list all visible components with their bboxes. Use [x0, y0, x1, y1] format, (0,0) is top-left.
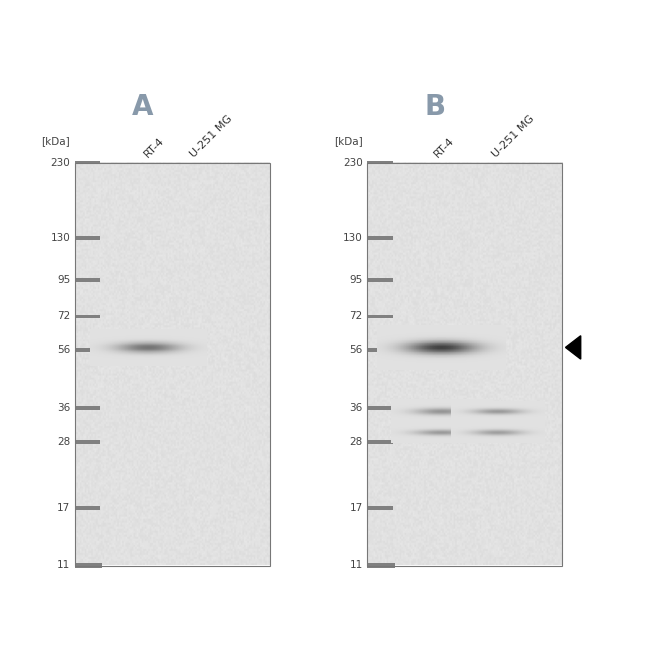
Bar: [367, 406, 393, 410]
Text: 72: 72: [57, 311, 70, 322]
Text: 56: 56: [350, 344, 363, 355]
Bar: [75, 161, 100, 164]
Text: 28: 28: [350, 437, 363, 447]
Bar: [75, 278, 100, 281]
Text: U-251 MG: U-251 MG: [188, 113, 235, 159]
Text: [kDa]: [kDa]: [42, 136, 70, 146]
Text: 36: 36: [57, 404, 70, 413]
Bar: [75, 348, 100, 352]
Text: 230: 230: [51, 157, 70, 168]
Bar: [367, 161, 393, 164]
Text: 95: 95: [57, 275, 70, 285]
Text: 11: 11: [57, 560, 70, 571]
Text: RT-4: RT-4: [142, 135, 166, 159]
Text: 17: 17: [57, 503, 70, 513]
Bar: [75, 506, 100, 510]
Bar: [367, 162, 562, 566]
Text: 72: 72: [350, 311, 363, 322]
Bar: [367, 563, 395, 568]
Text: 11: 11: [350, 560, 363, 571]
Bar: [367, 439, 393, 443]
Bar: [75, 236, 100, 240]
Text: A: A: [132, 93, 154, 122]
Bar: [367, 506, 393, 510]
Text: U-251 MG: U-251 MG: [491, 113, 537, 159]
Bar: [75, 563, 102, 568]
Bar: [367, 278, 393, 281]
Text: 17: 17: [350, 503, 363, 513]
Polygon shape: [566, 335, 580, 359]
Bar: [75, 439, 100, 443]
Text: 56: 56: [57, 344, 70, 355]
Text: 95: 95: [350, 275, 363, 285]
Text: 36: 36: [350, 404, 363, 413]
Text: [kDa]: [kDa]: [334, 136, 363, 146]
Text: B: B: [425, 93, 446, 122]
Text: 130: 130: [343, 233, 363, 243]
Bar: [75, 406, 100, 410]
Text: RT-4: RT-4: [432, 135, 456, 159]
Text: 130: 130: [51, 233, 70, 243]
Bar: [367, 315, 393, 318]
Bar: [75, 315, 100, 318]
Bar: [75, 162, 270, 566]
Text: 28: 28: [57, 437, 70, 447]
Bar: [367, 236, 393, 240]
Bar: [367, 348, 393, 352]
Text: 230: 230: [343, 157, 363, 168]
